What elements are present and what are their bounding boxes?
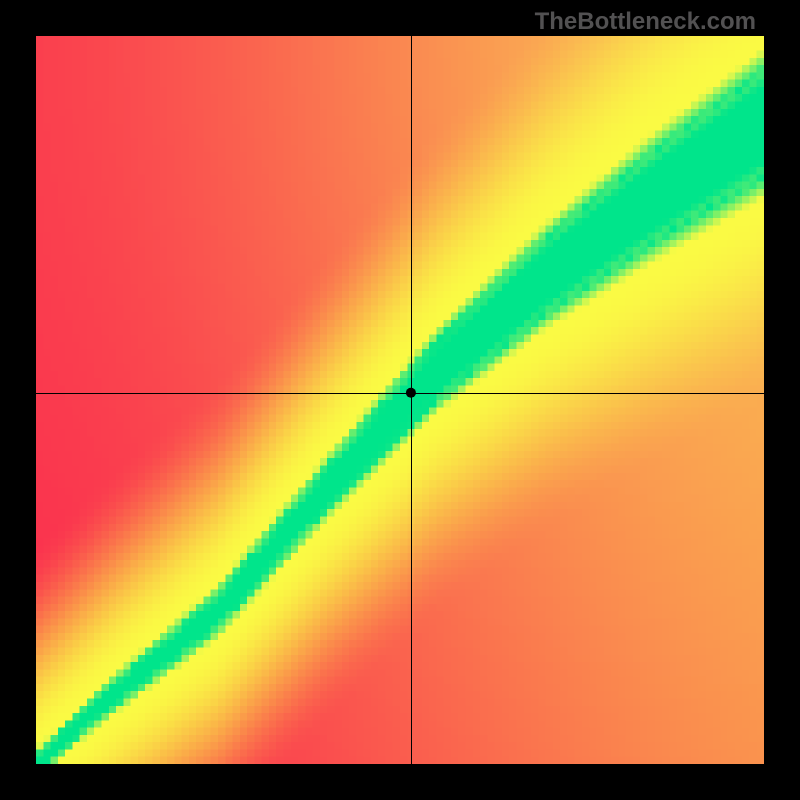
heatmap-plot-area (36, 36, 764, 764)
chart-frame: TheBottleneck.com (0, 0, 800, 800)
crosshair-overlay (36, 36, 764, 764)
watermark-text: TheBottleneck.com (535, 8, 756, 36)
